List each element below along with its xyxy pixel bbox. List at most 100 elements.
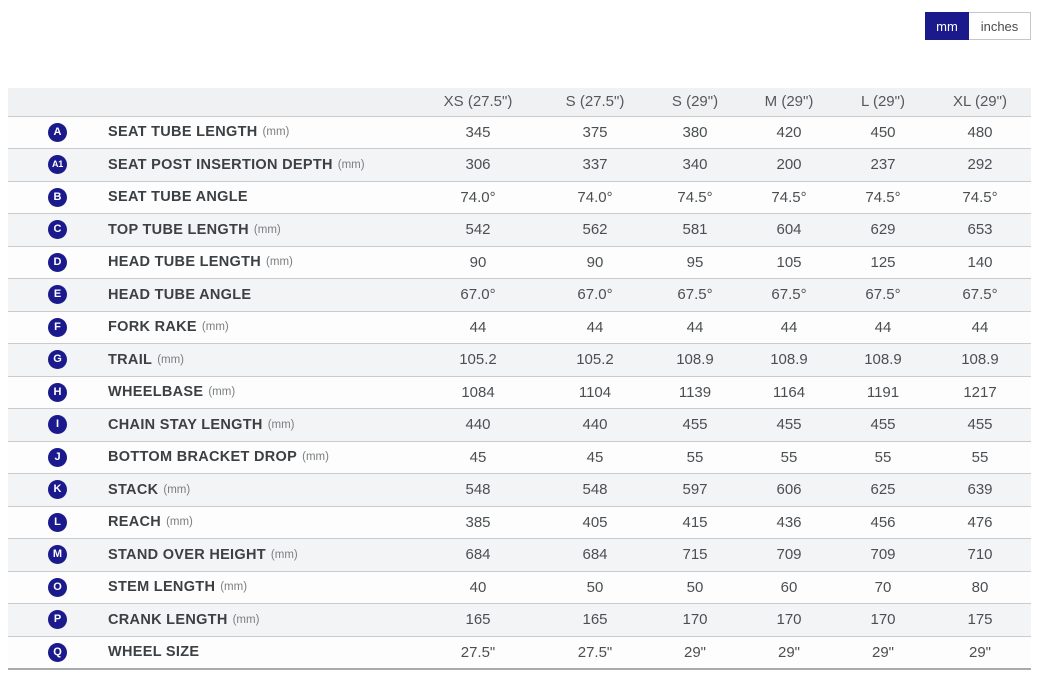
geometry-value-cell: 55: [649, 441, 741, 474]
unit-suffix: (mm): [302, 451, 329, 464]
geometry-value-cell: 581: [649, 213, 741, 247]
geometry-value-cell: 710: [929, 538, 1031, 572]
size-column-header: L (29"): [837, 88, 929, 117]
geometry-table-row: D HEAD TUBE LENGTH (mm) 90 90 95 105 125 140: [8, 246, 1031, 279]
geometry-value-cell: 55: [929, 441, 1031, 474]
geometry-row-label: TRAIL: [108, 351, 153, 368]
geometry-row-label: STEM LENGTH: [108, 579, 216, 596]
geometry-value-cell: 74.5°: [649, 181, 741, 214]
geometry-table-row: A1 SEAT POST INSERTION DEPTH (mm) 306 337…: [8, 148, 1031, 182]
geometry-value-cell: 170: [837, 603, 929, 637]
measurement-label-cell: H WHEELBASE (mm): [8, 376, 415, 409]
geometry-value-cell: 1164: [741, 376, 837, 409]
geometry-table-row: C TOP TUBE LENGTH (mm) 542 562 581 604 629 65…: [8, 213, 1031, 247]
geometry-value-cell: 67.5°: [649, 278, 741, 312]
geometry-row-label: WHEELBASE: [108, 384, 204, 401]
unit-suffix: (mm): [208, 386, 236, 399]
geometry-row-label: STAND OVER HEIGHT: [108, 546, 266, 563]
unit-suffix: (mm): [270, 548, 298, 561]
geometry-value-cell: 44: [741, 311, 837, 344]
row-letter-badge: K: [48, 480, 67, 500]
geometry-value-cell: 170: [649, 603, 741, 637]
geometry-value-cell: 67.5°: [837, 278, 929, 312]
geometry-value-cell: 709: [837, 538, 929, 572]
geometry-value-cell: 562: [541, 213, 649, 247]
geometry-value-cell: 420: [741, 116, 837, 149]
geometry-value-cell: 105.2: [541, 343, 649, 377]
geometry-row-label: CRANK LENGTH: [108, 611, 228, 628]
geometry-table-row: H WHEELBASE (mm) 1084 1104 1139 1164 1191 121…: [8, 376, 1031, 409]
measurement-label-cell: I CHAIN STAY LENGTH (mm): [8, 408, 415, 442]
geometry-table: XS (27.5") S (27.5") S (29") M (29") L (29")…: [8, 88, 1031, 670]
geometry-value-cell: 709: [741, 538, 837, 572]
row-letter-badge: L: [48, 512, 67, 532]
geometry-value-cell: 70: [837, 571, 929, 604]
geometry-value-cell: 45: [541, 441, 649, 474]
geometry-value-cell: 440: [541, 408, 649, 442]
geometry-table-row: F FORK RAKE (mm) 44 44 44 44 44 44: [8, 311, 1031, 344]
geometry-table-row: J BOTTOM BRACKET DROP (mm) 45 45 55 55 55 55: [8, 441, 1031, 474]
geometry-value-cell: 55: [741, 441, 837, 474]
geometry-table-row: K STACK (mm) 548 548 597 606 625 639: [8, 473, 1031, 507]
geometry-value-cell: 175: [929, 603, 1031, 637]
geometry-value-cell: 74.5°: [837, 181, 929, 214]
geometry-value-cell: 44: [649, 311, 741, 344]
row-letter-badge: C: [48, 220, 67, 240]
geometry-value-cell: 606: [741, 473, 837, 507]
geometry-value-cell: 44: [541, 311, 649, 344]
measurement-label-cell: C TOP TUBE LENGTH (mm): [8, 213, 415, 247]
measurement-label-cell: D HEAD TUBE LENGTH (mm): [8, 246, 415, 279]
geometry-row-label: HEAD TUBE ANGLE: [108, 286, 252, 303]
geometry-value-cell: 74.5°: [741, 181, 837, 214]
measurement-column-header: [8, 88, 415, 117]
geometry-table-row: B SEAT TUBE ANGLE 74.0° 74.0° 74.5° 74.5° 74…: [8, 181, 1031, 214]
geometry-value-cell: 165: [415, 603, 541, 637]
geometry-table-row: E HEAD TUBE ANGLE 67.0° 67.0° 67.5° 67.5° 67…: [8, 278, 1031, 312]
geometry-value-cell: 80: [929, 571, 1031, 604]
geometry-table-row: L REACH (mm) 385 405 415 436 456 476: [8, 506, 1031, 539]
geometry-value-cell: 715: [649, 538, 741, 572]
geometry-value-cell: 67.0°: [541, 278, 649, 312]
geometry-value-cell: 108.9: [649, 343, 741, 377]
unit-suffix: (mm): [266, 256, 293, 269]
geometry-value-cell: 45: [415, 441, 541, 474]
geometry-value-cell: 60: [741, 571, 837, 604]
geometry-table-row: O STEM LENGTH (mm) 40 50 50 60 70 80: [8, 571, 1031, 604]
geometry-value-cell: 108.9: [741, 343, 837, 377]
geometry-value-cell: 40: [415, 571, 541, 604]
row-letter-badge: J: [48, 447, 67, 467]
unit-toggle-inches-button[interactable]: inches: [969, 12, 1031, 40]
size-column-header: M (29"): [741, 88, 837, 117]
geometry-value-cell: 306: [415, 148, 541, 182]
geometry-row-label: STACK: [108, 481, 159, 498]
measurement-label-cell: B SEAT TUBE ANGLE: [8, 181, 415, 214]
geometry-value-cell: 74.0°: [541, 181, 649, 214]
geometry-value-cell: 292: [929, 148, 1031, 182]
measurement-label-cell: L REACH (mm): [8, 506, 415, 539]
unit-suffix: (mm): [201, 321, 229, 334]
geometry-table-row: M STAND OVER HEIGHT (mm) 684 684 715 709 709…: [8, 538, 1031, 572]
measurement-label-cell: Q WHEEL SIZE: [8, 636, 415, 670]
unit-suffix: (mm): [163, 483, 191, 496]
geometry-value-cell: 455: [741, 408, 837, 442]
geometry-value-cell: 125: [837, 246, 929, 279]
size-column-header: XL (29"): [929, 88, 1031, 117]
size-column-header: XS (27.5"): [415, 88, 541, 117]
geometry-value-cell: 67.5°: [929, 278, 1031, 312]
geometry-table-row: I CHAIN STAY LENGTH (mm) 440 440 455 455 455…: [8, 408, 1031, 442]
geometry-value-cell: 29": [741, 636, 837, 670]
geometry-value-cell: 44: [837, 311, 929, 344]
measurement-label-cell: M STAND OVER HEIGHT (mm): [8, 538, 415, 572]
geometry-value-cell: 450: [837, 116, 929, 149]
measurement-label-cell: E HEAD TUBE ANGLE: [8, 278, 415, 312]
geometry-value-cell: 456: [837, 506, 929, 539]
geometry-value-cell: 625: [837, 473, 929, 507]
measurement-label-cell: O STEM LENGTH (mm): [8, 571, 415, 604]
geometry-value-cell: 27.5": [415, 636, 541, 670]
geometry-value-cell: 90: [541, 246, 649, 279]
geometry-value-cell: 74.0°: [415, 181, 541, 214]
geometry-value-cell: 405: [541, 506, 649, 539]
unit-toggle-mm-button[interactable]: mm: [925, 12, 969, 40]
size-column-header: S (29"): [649, 88, 741, 117]
geometry-value-cell: 375: [541, 116, 649, 149]
